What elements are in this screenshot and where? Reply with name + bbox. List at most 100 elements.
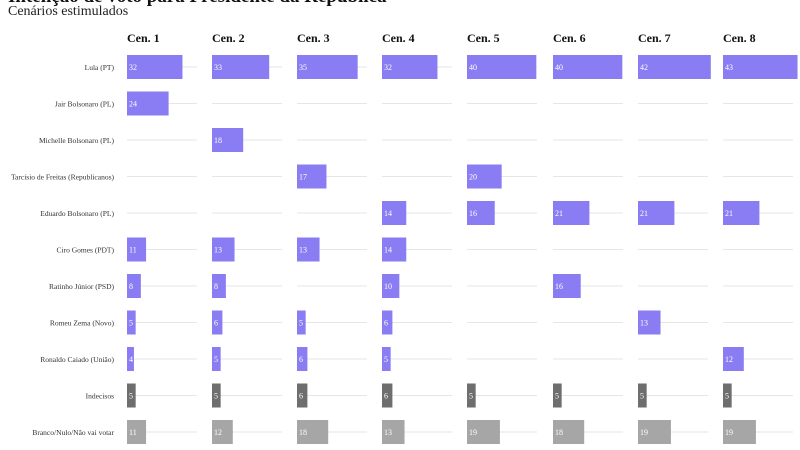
bar [553,383,562,408]
bar [297,55,358,79]
chart-title: Intenção de voto para Presidente da Repú… [8,0,387,8]
bar-value-label: 19 [469,428,477,437]
bar [723,420,756,444]
bar [127,310,136,335]
bar [382,420,405,444]
bar [553,274,581,298]
bar [467,164,502,189]
bar-value-label: 13 [640,319,648,328]
row-label: Jair Bolsonaro (PL) [55,100,115,109]
bar [553,420,585,444]
bar [382,55,438,79]
bar [297,420,329,444]
bar [127,383,136,408]
bar-value-label: 18 [555,428,563,437]
bar [723,383,732,408]
bar [212,274,226,298]
bar-value-label: 5 [725,392,729,401]
bar-value-label: 17 [299,173,307,182]
bar-value-label: 8 [214,282,218,291]
bar [127,91,169,116]
bar-value-label: 20 [469,173,477,182]
bar [467,383,476,408]
bar-value-label: 32 [129,63,137,72]
bar [723,201,760,225]
bar-value-label: 6 [214,319,218,328]
bar-value-label: 18 [214,136,222,145]
column-header: Cen. 5 [467,31,500,45]
bar [212,55,270,79]
bar [382,347,391,371]
bar [127,55,183,79]
bar-value-label: 8 [129,282,133,291]
bar-value-label: 11 [129,428,137,437]
bar [467,420,500,444]
row-label: Tarcísio de Freitas (Republicanos) [11,173,114,182]
bar-value-label: 5 [129,319,133,328]
row-label: Michelle Bolsonaro (PL) [39,136,114,145]
bar [638,55,711,79]
column-header: Cen. 3 [297,31,330,45]
bar [127,347,134,371]
bar [127,420,147,444]
row-label: Lula (PT) [85,63,115,72]
bar-value-label: 16 [555,282,563,291]
bar [297,164,327,189]
bar [553,55,623,79]
bar-value-label: 21 [640,209,648,218]
bar-value-label: 6 [299,355,303,364]
bar-value-label: 13 [299,246,307,255]
column-header: Cen. 4 [382,31,415,45]
bar-value-label: 14 [384,246,392,255]
bar-value-label: 5 [555,392,559,401]
bar [212,128,244,152]
row-label: Ronaldo Caiado (União) [40,355,114,364]
bar [723,347,744,371]
bar-value-label: 4 [129,355,133,364]
bar-value-label: 5 [214,392,218,401]
bar [382,310,393,335]
bar [467,201,495,225]
bar [467,55,537,79]
bar-value-label: 12 [725,355,733,364]
bar-value-label: 19 [725,428,733,437]
bar-value-label: 21 [555,209,563,218]
bar-value-label: 5 [640,392,644,401]
bar [127,237,147,262]
bar [382,274,400,298]
bar [212,420,233,444]
bar-value-label: 6 [384,392,388,401]
row-label: Ratinho Júnior (PSD) [49,282,115,291]
bar [638,383,647,408]
bar [553,201,590,225]
bar [212,383,221,408]
bar-value-label: 13 [214,246,222,255]
bar [212,310,223,335]
bar-value-label: 10 [384,282,392,291]
bar-value-label: 11 [129,246,137,255]
row-label: Romeu Zema (Novo) [50,319,115,328]
bar [212,347,221,371]
bar [297,347,308,371]
column-header: Cen. 1 [127,31,160,45]
bar-value-label: 6 [384,319,388,328]
chart-subtitle: Cenários estimulados [8,4,129,19]
row-label: Indecisos [86,392,114,401]
bar-value-label: 16 [469,209,477,218]
bar-value-label: 5 [299,319,303,328]
column-header: Cen. 8 [723,31,756,45]
bar-value-label: 40 [555,63,563,72]
bar [382,237,407,262]
bar-value-label: 13 [384,428,392,437]
row-label: Branco/Nulo/Não vai votar [32,428,114,437]
column-header: Cen. 7 [638,31,671,45]
bar-value-label: 12 [214,428,222,437]
bar [382,383,393,408]
bar-value-label: 42 [640,63,648,72]
bar [212,237,235,262]
bar-value-label: 21 [725,209,733,218]
bar [297,383,308,408]
bar-value-label: 5 [469,392,473,401]
